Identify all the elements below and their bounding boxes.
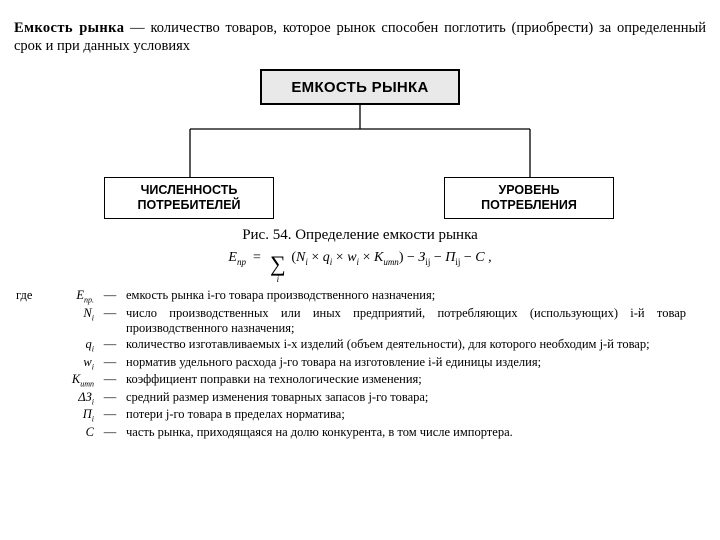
def-dash: — xyxy=(96,306,124,337)
def-symbol: Пi xyxy=(56,407,96,425)
def-text: средний размер изменения товарных запасо… xyxy=(124,390,688,408)
def-where xyxy=(14,407,56,425)
intro-paragraph: Емкость рынка — количество товаров, кото… xyxy=(14,19,706,55)
def-text: количество изготавливаемых i-х изделий (… xyxy=(124,337,688,355)
def-symbol: Ni xyxy=(56,306,96,337)
def-symbol: ΔЗi xyxy=(56,390,96,408)
f-K: K xyxy=(374,250,383,265)
def-row: Ni—число производственных или иных предп… xyxy=(14,306,688,337)
def-dash: — xyxy=(96,372,124,390)
diagram-left-box: ЧИСЛЕННОСТЬ ПОТРЕБИТЕЛЕЙ xyxy=(104,177,274,219)
formula-lhs-base: E xyxy=(228,250,237,265)
def-where xyxy=(14,372,56,390)
hierarchy-diagram: ЕМКОСТЬ РЫНКА ЧИСЛЕННОСТЬ ПОТРЕБИТЕЛЕЙ У… xyxy=(80,69,640,219)
definitions: гдеEпр.—емкость рынка i-го товара произв… xyxy=(14,288,706,440)
term-bold: Емкость рынка xyxy=(14,20,124,36)
def-row: qi—количество изготавливаемых i-х издели… xyxy=(14,337,688,355)
def-where xyxy=(14,306,56,337)
def-symbol: Eпр. xyxy=(56,288,96,306)
formula: Eпр = ∑ i (Ni × qi × wi × Kитп) − Зij − … xyxy=(14,250,706,276)
def-row: Пi—потери j-го товара в пределах нормати… xyxy=(14,407,688,425)
def-row: гдеEпр.—емкость рынка i-го товара произв… xyxy=(14,288,688,306)
def-where xyxy=(14,390,56,408)
def-symbol: wi xyxy=(56,355,96,373)
def-row: ΔЗi—средний размер изменения товарных за… xyxy=(14,390,688,408)
sigma-index: i xyxy=(268,274,288,284)
f-P-sub: ij xyxy=(455,257,460,267)
diagram-left-label: ЧИСЛЕННОСТЬ ПОТРЕБИТЕЛЕЙ xyxy=(137,183,240,214)
def-row: Kитп—коэффициент поправки на технологиче… xyxy=(14,372,688,390)
def-symbol: Kитп xyxy=(56,372,96,390)
f-q: q xyxy=(323,250,330,265)
diagram-right-box: УРОВЕНЬ ПОТРЕБЛЕНИЯ xyxy=(444,177,614,219)
formula-lhs-sub: пр xyxy=(237,257,246,267)
sigma-icon: ∑ i xyxy=(268,253,288,276)
def-row: С—часть рынка, приходящаяся на долю конк… xyxy=(14,425,688,441)
def-where xyxy=(14,337,56,355)
def-text: норматив удельного расхода j-го товара н… xyxy=(124,355,688,373)
diagram-top-label: ЕМКОСТЬ РЫНКА xyxy=(291,79,428,96)
def-symbol: С xyxy=(56,425,96,441)
figure-caption: Рис. 54. Определение емкости рынка xyxy=(14,227,706,244)
def-dash: — xyxy=(96,355,124,373)
f-C: С xyxy=(475,250,484,265)
def-dash: — xyxy=(96,288,124,306)
def-where xyxy=(14,355,56,373)
f-w: w xyxy=(347,250,356,265)
f-Z-sub: ij xyxy=(425,257,430,267)
diagram-top-box: ЕМКОСТЬ РЫНКА xyxy=(260,69,460,105)
f-w-sub: i xyxy=(357,257,360,267)
f-N: N xyxy=(296,250,305,265)
f-P: П xyxy=(445,250,455,265)
diagram-right-label: УРОВЕНЬ ПОТРЕБЛЕНИЯ xyxy=(481,183,577,214)
def-text: емкость рынка i-го товара производственн… xyxy=(124,288,688,306)
def-text: коэффициент поправки на технологические … xyxy=(124,372,688,390)
def-text: число производственных или иных предприя… xyxy=(124,306,688,337)
def-row: wi—норматив удельного расхода j-го товар… xyxy=(14,355,688,373)
def-symbol: qi xyxy=(56,337,96,355)
f-q-sub: i xyxy=(330,257,333,267)
def-where: где xyxy=(14,288,56,306)
def-text: потери j-го товара в пределах норматива; xyxy=(124,407,688,425)
f-N-sub: i xyxy=(305,257,308,267)
def-text: часть рынка, приходящаяся на долю конкур… xyxy=(124,425,688,441)
f-K-sub: итп xyxy=(383,257,399,267)
def-dash: — xyxy=(96,407,124,425)
def-dash: — xyxy=(96,337,124,355)
defs-table: гдеEпр.—емкость рынка i-го товара произв… xyxy=(14,288,688,440)
def-where xyxy=(14,425,56,441)
def-dash: — xyxy=(96,425,124,441)
f-trail: , xyxy=(488,250,492,265)
def-dash: — xyxy=(96,390,124,408)
